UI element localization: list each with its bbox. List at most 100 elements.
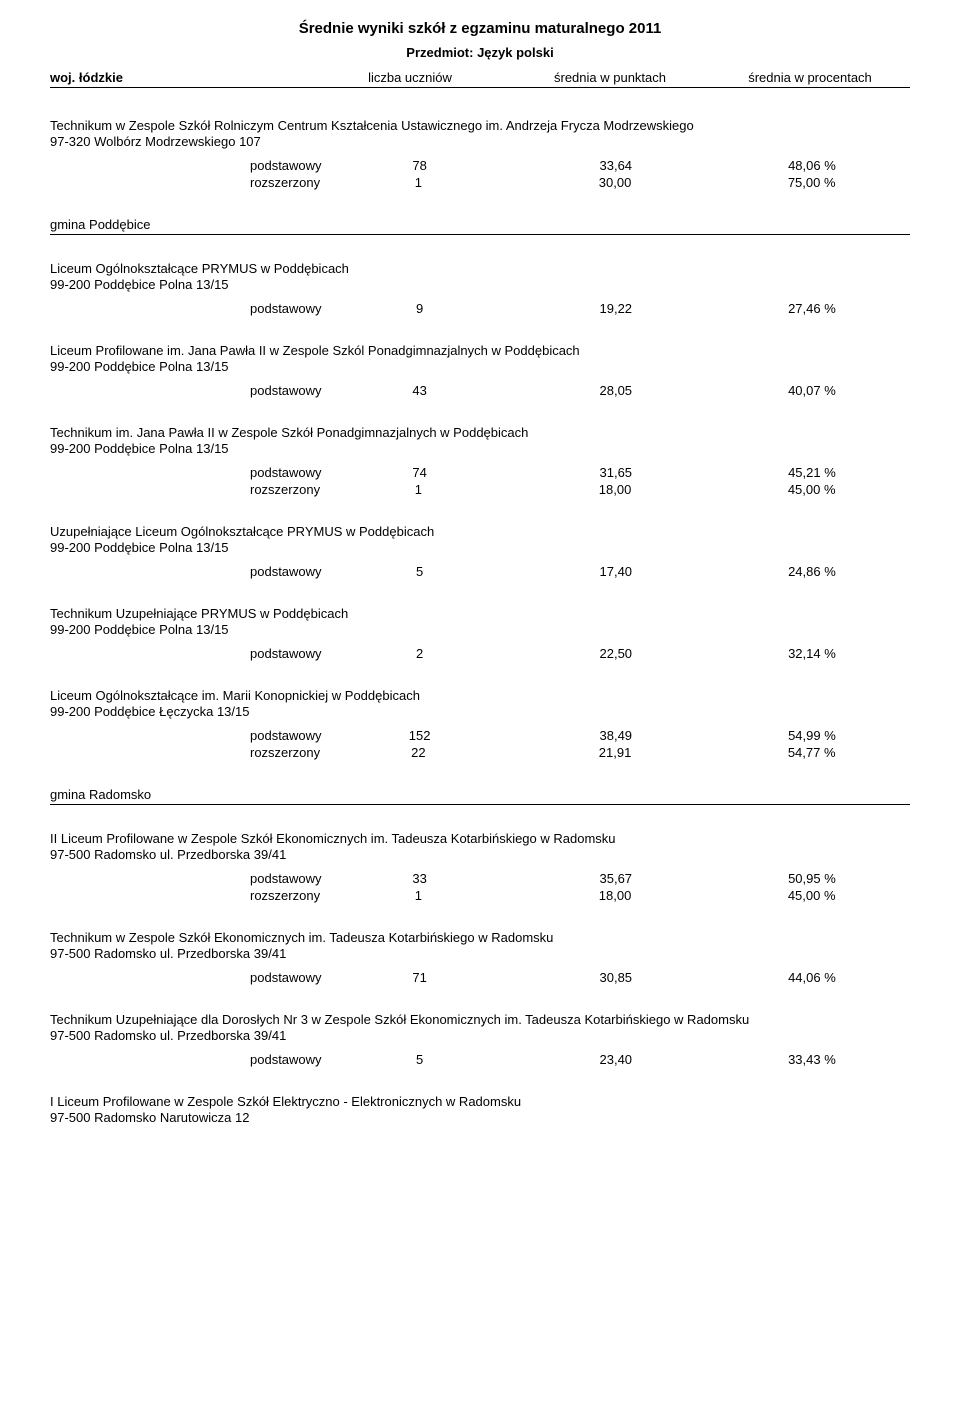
result-cols: 4328,0540,07 %	[322, 383, 910, 398]
school-address: 99-200 Poddębice Polna 13/15	[50, 359, 910, 374]
percent-avg: 27,46 %	[714, 301, 910, 316]
school-entry: Liceum Ogólnokształcące im. Marii Konopn…	[50, 688, 910, 761]
school-entry: Technikum w Zespole Szkół Rolniczym Cent…	[50, 118, 910, 191]
school-entry: Technikum im. Jana Pawła II w Zespole Sz…	[50, 425, 910, 498]
subject-label: Przedmiot: Język polski	[50, 45, 910, 60]
school-name: Liceum Profilowane im. Jana Pawła II w Z…	[50, 343, 910, 358]
school-address: 97-500 Radomsko ul. Przedborska 39/41	[50, 1028, 910, 1043]
percent-avg: 45,00 %	[713, 888, 910, 903]
school-name: Uzupełniające Liceum Ogólnokształcące PR…	[50, 524, 910, 539]
result-cols: 7833,6448,06 %	[322, 158, 910, 173]
result-row: podstawowy919,2227,46 %	[50, 300, 910, 317]
school-entry: II Liceum Profilowane w Zespole Szkół Ek…	[50, 831, 910, 904]
result-cols: 919,2227,46 %	[322, 301, 910, 316]
points-avg: 30,00	[517, 175, 714, 190]
title-block: Średnie wyniki szkół z egzaminu maturaln…	[50, 20, 910, 60]
level-label: podstawowy	[50, 383, 322, 398]
students-count: 43	[322, 383, 518, 398]
school-name: Liceum Ogólnokształcące im. Marii Konopn…	[50, 688, 910, 703]
percent-avg: 48,06 %	[714, 158, 910, 173]
result-cols: 523,4033,43 %	[322, 1052, 910, 1067]
level-label: podstawowy	[50, 970, 322, 985]
result-cols: 15238,4954,99 %	[322, 728, 910, 743]
result-row: podstawowy15238,4954,99 %	[50, 727, 910, 744]
students-count: 5	[322, 564, 518, 579]
school-address: 99-200 Poddębice Polna 13/15	[50, 540, 910, 555]
students-count: 2	[322, 646, 518, 661]
school-entry: Liceum Profilowane im. Jana Pawła II w Z…	[50, 343, 910, 399]
level-label: podstawowy	[50, 1052, 322, 1067]
result-row: podstawowy523,4033,43 %	[50, 1051, 910, 1068]
school-address: 97-500 Radomsko ul. Przedborska 39/41	[50, 847, 910, 862]
school-address: 97-500 Radomsko ul. Przedborska 39/41	[50, 946, 910, 961]
school-address: 99-200 Poddębice Polna 13/15	[50, 277, 910, 292]
result-row: rozszerzony130,0075,00 %	[50, 174, 910, 191]
school-address: 97-500 Radomsko Narutowicza 12	[50, 1110, 910, 1125]
entries-container: Technikum w Zespole Szkół Rolniczym Cent…	[50, 118, 910, 1125]
school-entry: Technikum Uzupełniające PRYMUS w Poddębi…	[50, 606, 910, 662]
points-avg: 19,22	[518, 301, 714, 316]
level-label: rozszerzony	[50, 482, 320, 497]
school-address: 99-200 Poddębice Polna 13/15	[50, 441, 910, 456]
points-avg: 30,85	[518, 970, 714, 985]
percent-avg: 54,77 %	[713, 745, 910, 760]
result-cols: 222,5032,14 %	[322, 646, 910, 661]
result-cols: 7431,6545,21 %	[322, 465, 910, 480]
school-name: Technikum Uzupełniające PRYMUS w Poddębi…	[50, 606, 910, 621]
result-cols: 3335,6750,95 %	[322, 871, 910, 886]
school-address: 97-320 Wolbórz Modrzewskiego 107	[50, 134, 910, 149]
students-count: 1	[320, 888, 517, 903]
percent-avg: 44,06 %	[714, 970, 910, 985]
result-cols: 2221,9154,77 %	[320, 745, 910, 760]
school-address: 99-200 Poddębice Polna 13/15	[50, 622, 910, 637]
school-name: Liceum Ogólnokształcące PRYMUS w Poddębi…	[50, 261, 910, 276]
points-avg: 38,49	[518, 728, 714, 743]
students-count: 1	[320, 175, 517, 190]
students-count: 78	[322, 158, 518, 173]
page: Średnie wyniki szkół z egzaminu maturaln…	[0, 0, 960, 1191]
gmina-label: gmina Radomsko	[50, 787, 910, 805]
school-name: Technikum w Zespole Szkół Ekonomicznych …	[50, 930, 910, 945]
result-row: rozszerzony118,0045,00 %	[50, 887, 910, 904]
points-avg: 23,40	[518, 1052, 714, 1067]
main-title: Średnie wyniki szkół z egzaminu maturaln…	[50, 20, 910, 37]
points-avg: 28,05	[518, 383, 714, 398]
points-avg: 35,67	[518, 871, 714, 886]
school-name: Technikum im. Jana Pawła II w Zespole Sz…	[50, 425, 910, 440]
result-cols: 130,0075,00 %	[320, 175, 910, 190]
percent-avg: 45,00 %	[713, 482, 910, 497]
school-address: 99-200 Poddębice Łęczycka 13/15	[50, 704, 910, 719]
gmina-label: gmina Poddębice	[50, 217, 910, 235]
result-row: rozszerzony118,0045,00 %	[50, 481, 910, 498]
level-label: rozszerzony	[50, 745, 320, 760]
result-row: podstawowy3335,6750,95 %	[50, 870, 910, 887]
school-name: Technikum Uzupełniające dla Dorosłych Nr…	[50, 1012, 910, 1027]
result-row: podstawowy7431,6545,21 %	[50, 464, 910, 481]
points-avg: 17,40	[518, 564, 714, 579]
students-count: 152	[322, 728, 518, 743]
result-row: podstawowy517,4024,86 %	[50, 563, 910, 580]
header-woj: woj. łódzkie	[50, 70, 310, 85]
level-label: podstawowy	[50, 465, 322, 480]
result-row: rozszerzony2221,9154,77 %	[50, 744, 910, 761]
points-avg: 33,64	[518, 158, 714, 173]
percent-avg: 32,14 %	[714, 646, 910, 661]
level-label: podstawowy	[50, 158, 322, 173]
percent-avg: 33,43 %	[714, 1052, 910, 1067]
level-label: podstawowy	[50, 871, 322, 886]
level-label: rozszerzony	[50, 888, 320, 903]
result-cols: 517,4024,86 %	[322, 564, 910, 579]
percent-avg: 50,95 %	[714, 871, 910, 886]
percent-avg: 45,21 %	[714, 465, 910, 480]
school-name: I Liceum Profilowane w Zespole Szkół Ele…	[50, 1094, 910, 1109]
students-count: 22	[320, 745, 517, 760]
school-entry: Liceum Ogólnokształcące PRYMUS w Poddębi…	[50, 261, 910, 317]
header-col-students: liczba uczniów	[310, 70, 510, 85]
header-columns: liczba uczniów średnia w punktach średni…	[310, 70, 910, 85]
students-count: 9	[322, 301, 518, 316]
school-entry: I Liceum Profilowane w Zespole Szkół Ele…	[50, 1094, 910, 1125]
points-avg: 21,91	[517, 745, 714, 760]
students-count: 33	[322, 871, 518, 886]
percent-avg: 40,07 %	[714, 383, 910, 398]
school-entry: Technikum Uzupełniające dla Dorosłych Nr…	[50, 1012, 910, 1068]
